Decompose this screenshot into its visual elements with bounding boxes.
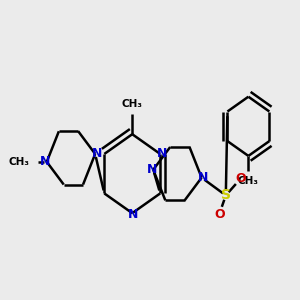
Text: O: O [214, 208, 225, 221]
Text: N: N [128, 208, 139, 221]
Text: CH₃: CH₃ [122, 99, 143, 109]
Text: S: S [221, 188, 231, 203]
Text: N: N [198, 171, 208, 184]
Text: N: N [92, 147, 102, 161]
Text: N: N [157, 147, 167, 161]
Text: O: O [235, 172, 246, 185]
Text: CH₃: CH₃ [9, 157, 30, 167]
Text: N: N [40, 155, 50, 168]
Text: CH₃: CH₃ [238, 176, 259, 186]
Text: N: N [146, 163, 157, 176]
